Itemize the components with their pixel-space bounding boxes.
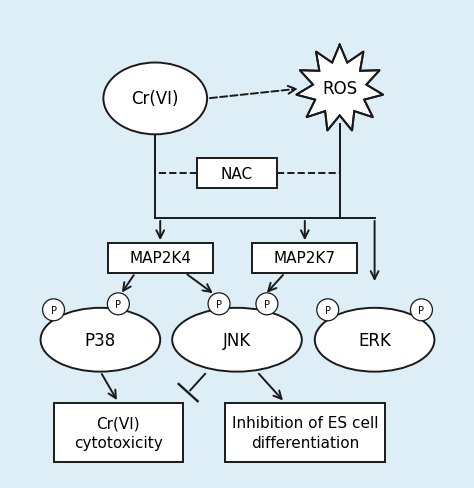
- Text: Cr(VI)
cytotoxicity: Cr(VI) cytotoxicity: [74, 415, 163, 450]
- FancyBboxPatch shape: [253, 244, 357, 273]
- Text: P: P: [325, 305, 331, 315]
- Text: ROS: ROS: [322, 81, 357, 98]
- Text: NAC: NAC: [221, 166, 253, 182]
- Circle shape: [208, 293, 230, 315]
- Text: P: P: [51, 305, 56, 315]
- Text: Inhibition of ES cell
differentiation: Inhibition of ES cell differentiation: [232, 415, 378, 450]
- Circle shape: [43, 299, 64, 321]
- Ellipse shape: [172, 308, 302, 372]
- Ellipse shape: [41, 308, 160, 372]
- Ellipse shape: [315, 308, 434, 372]
- FancyBboxPatch shape: [54, 403, 183, 463]
- Ellipse shape: [103, 63, 207, 135]
- Text: JNK: JNK: [223, 331, 251, 349]
- Text: MAP2K7: MAP2K7: [274, 251, 336, 266]
- Text: P: P: [264, 299, 270, 309]
- Text: P: P: [115, 299, 121, 309]
- Circle shape: [256, 293, 278, 315]
- FancyBboxPatch shape: [197, 159, 277, 189]
- Text: ERK: ERK: [358, 331, 391, 349]
- Circle shape: [317, 299, 339, 321]
- FancyBboxPatch shape: [108, 244, 212, 273]
- Text: Cr(VI): Cr(VI): [131, 90, 179, 108]
- Text: MAP2K4: MAP2K4: [129, 251, 191, 266]
- Circle shape: [108, 293, 129, 315]
- Polygon shape: [296, 45, 383, 131]
- Text: P38: P38: [85, 331, 116, 349]
- FancyBboxPatch shape: [225, 403, 384, 463]
- Text: P: P: [419, 305, 424, 315]
- Circle shape: [410, 299, 432, 321]
- Text: P: P: [216, 299, 222, 309]
